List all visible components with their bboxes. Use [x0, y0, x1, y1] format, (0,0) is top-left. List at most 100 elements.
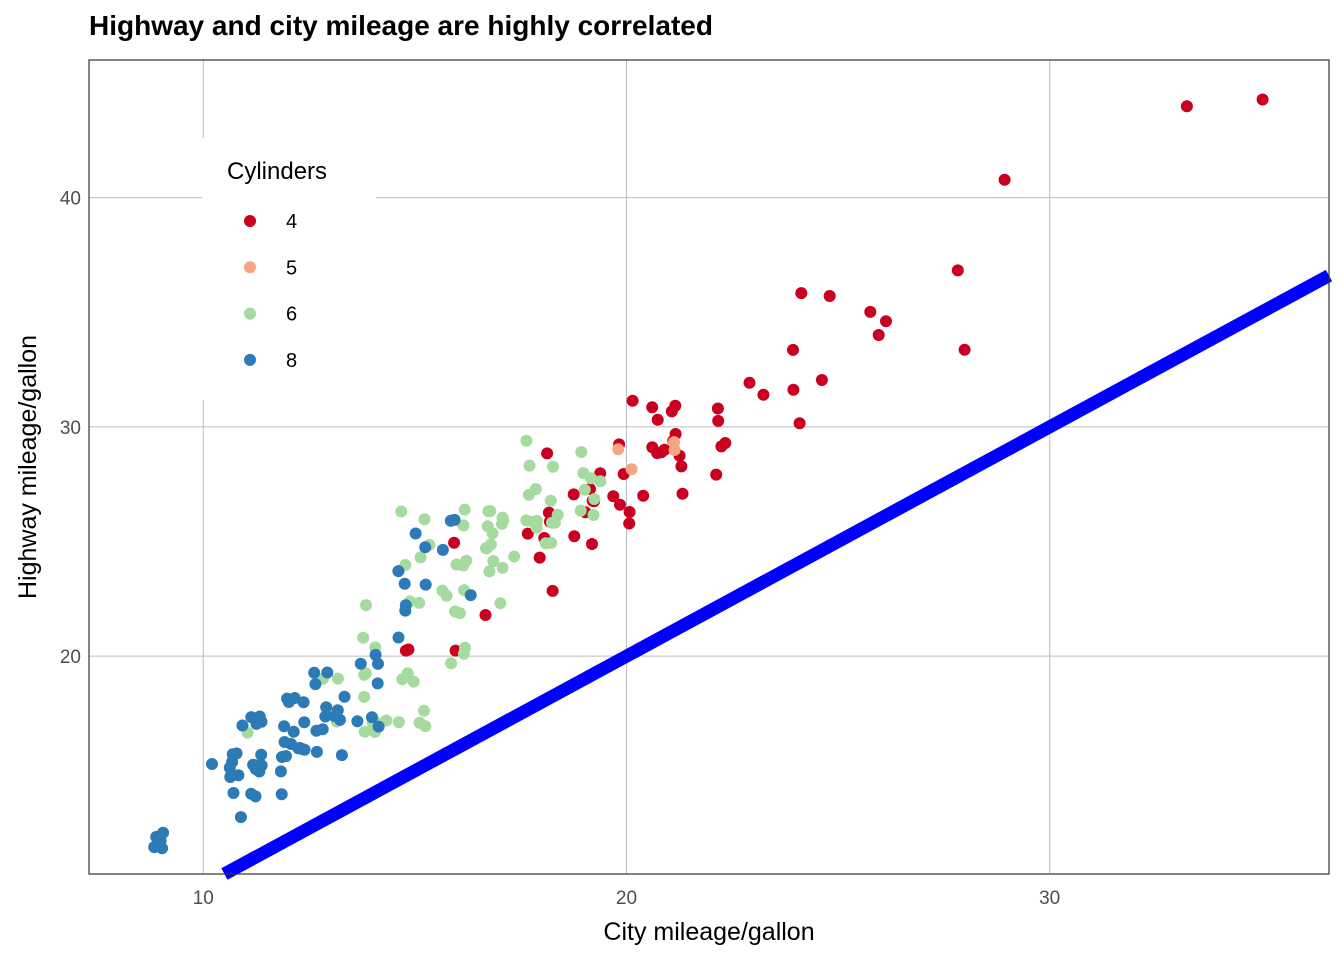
data-point-cyl-4: [669, 399, 682, 412]
data-point-cyl-8: [351, 715, 364, 728]
data-point-cyl-5: [625, 463, 638, 476]
data-point-cyl-8: [399, 599, 412, 612]
data-point-cyl-4: [1180, 100, 1193, 113]
data-point-cyl-6: [449, 605, 461, 618]
data-point-cyl-4: [958, 343, 971, 356]
data-point-cyl-8: [206, 758, 218, 770]
data-point-cyl-4: [651, 413, 664, 426]
data-point-cyl-8: [320, 701, 333, 714]
data-point-cyl-6: [546, 516, 558, 529]
data-point-cyl-4: [479, 609, 492, 621]
data-point-cyl-4: [399, 644, 412, 657]
data-point-cyl-4: [951, 264, 964, 277]
data-point-cyl-4: [795, 287, 808, 300]
data-point-cyl-6: [588, 493, 601, 505]
data-point-cyl-8: [354, 657, 367, 670]
data-point-cyl-4: [793, 417, 806, 430]
legend-key-5: [244, 261, 256, 274]
data-point-cyl-8: [319, 710, 332, 723]
data-point-cyl-6: [457, 519, 470, 532]
data-point-cyl-8: [278, 720, 291, 733]
data-point-cyl-4: [1256, 93, 1269, 106]
data-point-cyl-4: [880, 315, 892, 328]
data-point-cyl-8: [245, 787, 258, 800]
x-axis-title: City mileage/gallon: [603, 918, 814, 946]
data-point-cyl-4: [607, 490, 620, 503]
legend-key-4: [244, 215, 256, 227]
data-point-cyl-6: [545, 536, 558, 549]
data-point-cyl-8: [448, 513, 461, 526]
data-point-cyl-6: [413, 716, 426, 729]
data-point-cyl-6: [496, 561, 509, 574]
data-point-cyl-6: [508, 550, 521, 563]
data-point-cyl-8: [234, 811, 247, 824]
data-point-cyl-5: [668, 436, 681, 449]
data-point-cyl-6: [530, 521, 543, 534]
data-point-cyl-8: [157, 826, 170, 839]
data-point-cyl-4: [675, 460, 688, 473]
data-point-cyl-4: [815, 374, 828, 386]
legend: Cylinders 4 5 6 8: [202, 138, 376, 400]
data-point-cyl-8: [226, 748, 239, 761]
x-tick-label: 20: [616, 888, 637, 909]
data-point-cyl-8: [280, 750, 292, 763]
data-point-cyl-8: [392, 631, 405, 644]
data-point-cyl-8: [224, 771, 237, 783]
data-point-cyl-8: [253, 710, 266, 723]
data-point-cyl-8: [253, 765, 266, 778]
data-point-cyl-8: [398, 577, 411, 590]
data-point-cyl-4: [533, 551, 546, 564]
data-point-cyl-6: [544, 494, 557, 507]
plot-panel-border: [88, 59, 1330, 875]
data-point-cyl-8: [369, 648, 382, 661]
data-point-cyl-6: [459, 641, 471, 654]
data-point-cyl-6: [458, 503, 471, 516]
data-point-cyl-8: [331, 704, 344, 717]
data-point-cyl-8: [310, 724, 323, 737]
data-point-cyl-6: [392, 716, 405, 729]
x-tick-label: 30: [1039, 888, 1060, 909]
data-point-cyl-4: [711, 402, 724, 415]
legend-key-8: [244, 353, 256, 366]
data-point-cyl-6: [450, 558, 463, 571]
y-axis-title: Highway mileage/gallon: [14, 335, 42, 599]
data-point-cyl-6: [529, 483, 542, 496]
data-point-cyl-6: [494, 597, 507, 610]
data-point-cyl-6: [331, 672, 344, 685]
data-point-cyl-4: [614, 498, 626, 511]
data-point-cyl-6: [360, 599, 372, 612]
data-point-cyl-8: [223, 761, 236, 774]
data-points: [148, 93, 1269, 855]
data-point-cyl-6: [395, 505, 408, 518]
data-point-cyl-6: [523, 459, 536, 472]
data-point-cyl-4: [787, 343, 799, 356]
legend-label-5: 5: [286, 257, 297, 279]
data-point-cyl-8: [436, 543, 449, 556]
data-point-cyl-8: [334, 713, 346, 726]
data-point-cyl-6: [460, 554, 473, 567]
data-point-cyl-6: [594, 475, 607, 488]
y-tick-label: 20: [60, 647, 81, 668]
data-point-cyl-4: [998, 173, 1011, 186]
data-point-cyl-4: [676, 487, 689, 500]
data-point-cyl-4: [626, 394, 639, 407]
data-point-cyl-4: [567, 488, 580, 501]
data-point-cyl-8: [335, 749, 348, 762]
legend-title: Cylinders: [227, 158, 327, 185]
data-point-cyl-8: [372, 720, 385, 733]
data-point-cyl-4: [546, 584, 559, 597]
data-point-cyl-4: [568, 530, 581, 543]
x-tick-label: 10: [193, 888, 214, 909]
data-point-cyl-8: [236, 719, 249, 732]
data-point-cyl-6: [585, 472, 597, 485]
data-point-cyl-4: [541, 447, 554, 460]
data-point-cyl-4: [757, 388, 770, 401]
data-point-cyl-8: [338, 690, 351, 703]
data-point-cyl-4: [646, 441, 659, 454]
legend-key-6: [244, 307, 256, 320]
data-point-cyl-4: [521, 527, 534, 540]
data-point-cyl-8: [372, 657, 384, 670]
data-point-cyl-8: [297, 696, 310, 709]
data-point-cyl-6: [483, 565, 496, 578]
